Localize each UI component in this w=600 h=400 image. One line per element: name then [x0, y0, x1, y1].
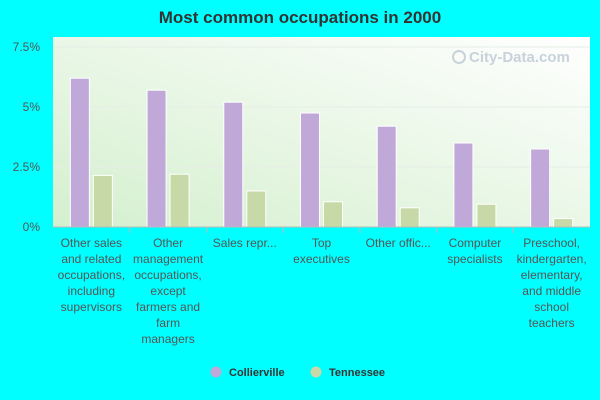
bar-collierville — [69, 77, 90, 228]
x-tick-label: Sales repr... — [213, 236, 277, 250]
y-tick-label: 7.5% — [13, 40, 41, 54]
y-tick-label: 5% — [23, 100, 41, 114]
x-tick-label: Top executives — [293, 236, 350, 266]
legend-label-collierville: Collierville — [229, 367, 285, 379]
bar-collierville — [376, 125, 397, 228]
legend-swatch-collierville — [210, 366, 222, 378]
x-tick-label: Other sales and related occupations, includ… — [58, 236, 125, 314]
plot-area — [53, 37, 590, 227]
bar-collierville — [223, 101, 244, 228]
bar-collierville — [146, 89, 167, 228]
x-tick-label: Computer specialists — [447, 236, 502, 266]
y-tick-label: 2.5% — [13, 160, 41, 174]
chart-title: Most common occupations in 2000 — [158, 8, 442, 27]
watermark: City-Data.com — [452, 49, 570, 66]
watermark-icon — [452, 50, 466, 64]
bar-tennessee — [169, 173, 190, 228]
bar-tennessee — [476, 203, 497, 228]
bar-tennessee — [92, 174, 113, 228]
legend-label-tennessee: Tennessee — [329, 367, 385, 379]
bar-tennessee — [323, 201, 343, 228]
bar-tennessee — [399, 207, 420, 228]
bar-tennessee — [246, 190, 267, 228]
bar-tennessee — [553, 218, 574, 228]
bar-collierville — [300, 112, 320, 228]
watermark-text: City-Data.com — [469, 49, 570, 66]
x-tick-label: Other management occupations, except farmers… — [133, 236, 204, 346]
x-tick-label: Other offic... — [366, 236, 431, 250]
bar-collierville — [453, 142, 474, 228]
x-tick-label: Preschool, kindergarten, elementary, and mi… — [517, 236, 587, 330]
legend-swatch-tennessee — [310, 366, 322, 378]
bar-collierville — [530, 148, 551, 228]
y-tick-label: 0% — [23, 220, 41, 234]
